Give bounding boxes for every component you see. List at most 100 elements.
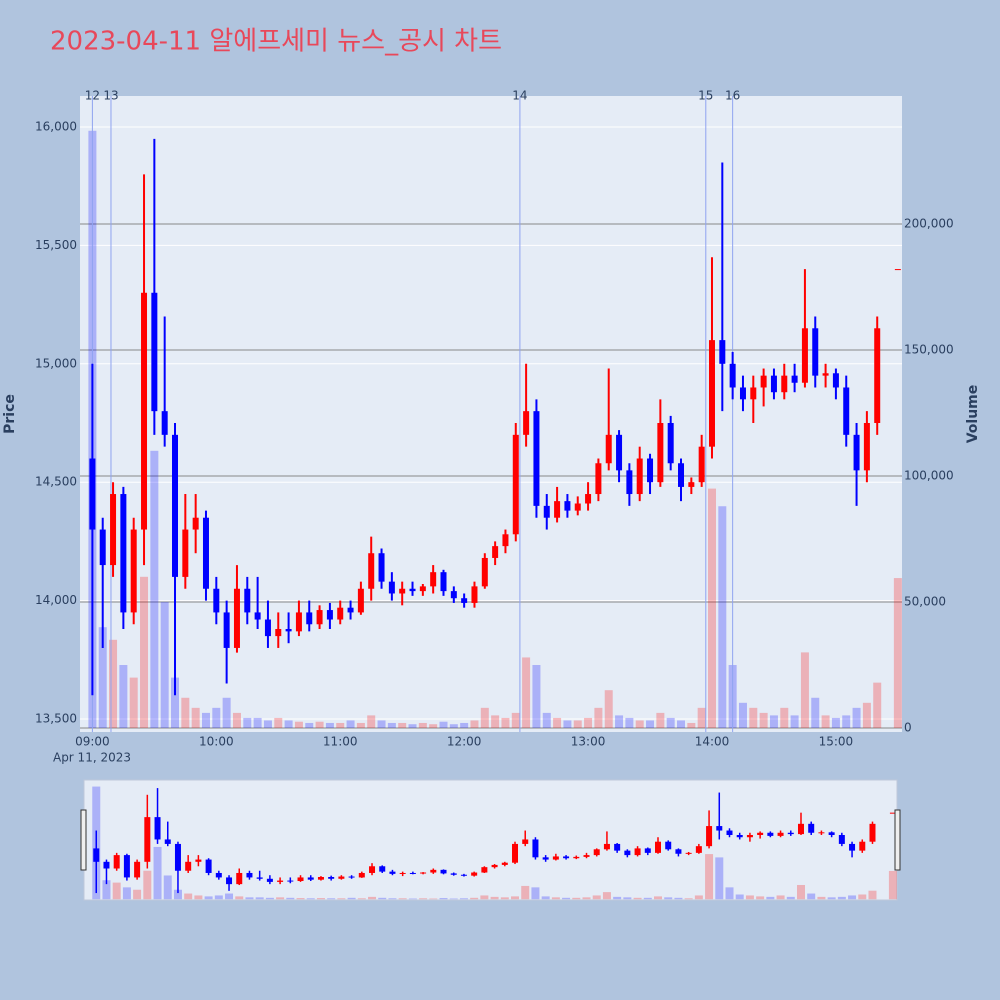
volume-bar (274, 717, 283, 729)
volume-bar (821, 715, 830, 729)
volume-bar (893, 578, 902, 729)
slider-candle-body (859, 841, 866, 851)
candle-body (543, 505, 550, 518)
candle-body (595, 463, 602, 495)
candle-body (636, 458, 643, 495)
volume-bar (284, 720, 293, 729)
slider-volume-bar (286, 897, 295, 900)
y2-tick-label: 100,000 (904, 469, 954, 483)
x-date-label: Apr 11, 2023 (53, 751, 131, 765)
slider-candle-body (552, 856, 559, 860)
news-label: 12 (85, 89, 100, 103)
slider-candle-body (256, 877, 263, 879)
y-tick-label: 15,000 (35, 356, 77, 370)
volume-bar (150, 450, 159, 729)
volume-bar (790, 715, 799, 729)
slider-candle-body (185, 861, 192, 871)
slider-volume-bar (572, 897, 581, 900)
slider-volume-bar (735, 894, 744, 900)
slider-volume-bar (633, 897, 642, 900)
candle-body (213, 588, 220, 613)
candle-body (172, 434, 179, 577)
candle-body (719, 340, 726, 364)
slider-candle-body (593, 849, 600, 856)
candle-body (388, 581, 395, 594)
slider-handle (80, 809, 87, 871)
candle-body (585, 494, 592, 504)
volume-bar (346, 720, 355, 729)
slider-volume-bar (357, 898, 366, 900)
volume-bar (171, 677, 180, 729)
volume-bar (584, 717, 593, 729)
candle-body (450, 591, 457, 599)
volume-bar (666, 717, 675, 729)
slider-candle-body (154, 817, 161, 840)
candle-body (853, 434, 860, 471)
candle-body (430, 572, 437, 587)
candle-body (161, 411, 168, 435)
slider-volume-bar (694, 895, 703, 900)
volume-bar (232, 712, 241, 729)
volume-bar (625, 717, 634, 729)
candle-body (554, 501, 561, 518)
slider-candle-body (736, 834, 743, 838)
slider-volume-bar (204, 896, 213, 900)
candle-body (523, 411, 530, 435)
slider-candle-body (603, 843, 610, 850)
volume-bar (615, 715, 624, 729)
slider-volume-bar (184, 893, 193, 900)
slider-candle-body (103, 861, 110, 869)
slider-volume-bar (255, 897, 264, 900)
slider-volume-bar (235, 896, 244, 900)
candle-body (512, 434, 519, 535)
slider-candle-body (655, 841, 662, 853)
volume-bar (800, 652, 809, 729)
slider-volume-bar (848, 895, 857, 900)
slider-volume-bar (684, 898, 693, 900)
slider-candle-body (522, 839, 529, 844)
candle-body (616, 434, 623, 471)
candle-body (688, 482, 695, 487)
volume-bar (646, 720, 655, 729)
volume-bar (429, 724, 438, 729)
slider-volume-bar (592, 895, 601, 900)
volume-bar (563, 720, 572, 729)
y-tick-label: 14,000 (35, 593, 77, 607)
slider-volume-bar (112, 882, 121, 900)
candle-body (275, 628, 282, 637)
volume-bar (129, 677, 138, 729)
slider-volume-bar (449, 898, 458, 900)
volume-bar (780, 707, 789, 729)
candle-body (110, 494, 117, 566)
slider-candle-body (706, 826, 713, 847)
slider-candle-body (869, 823, 876, 842)
volume-bar (718, 506, 727, 729)
slider-candle-body (389, 871, 396, 874)
slider-volume-bar (153, 846, 162, 900)
slider-volume-bar (817, 896, 826, 900)
news-label: 16 (725, 89, 740, 103)
candle-body (233, 588, 240, 648)
slider-volume-bar (276, 897, 285, 900)
volume-bar (542, 712, 551, 729)
slider-volume-bar (102, 880, 111, 900)
slider-candle-body (501, 862, 508, 865)
volume-bar (707, 488, 716, 729)
slider-candle-body (644, 848, 651, 853)
slider-volume-bar (480, 895, 489, 900)
candle-body (678, 463, 685, 487)
candle-body (481, 557, 488, 587)
volume-bar (480, 707, 489, 729)
candle-body (843, 387, 850, 435)
volume-bar (98, 627, 107, 729)
slider-volume-bar (776, 895, 785, 900)
candle-body (729, 363, 736, 388)
slider-candle-body (777, 832, 784, 836)
slider-volume-bar (419, 898, 428, 900)
slider-volume-bar (715, 857, 724, 900)
volume-bar (356, 722, 365, 729)
candle-body (368, 553, 375, 589)
candle-body (182, 529, 189, 577)
candle-body (254, 612, 261, 620)
